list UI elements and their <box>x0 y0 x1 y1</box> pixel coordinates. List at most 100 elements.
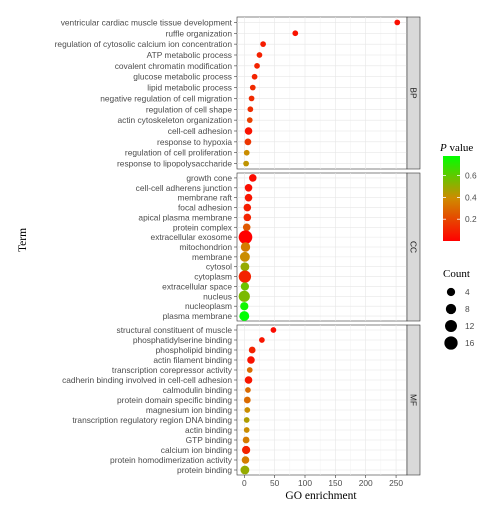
count-legend-title: Count <box>443 268 470 280</box>
term-label: calcium ion binding <box>161 445 233 455</box>
data-point <box>243 149 250 156</box>
count-legend-dot <box>445 303 457 315</box>
data-point <box>240 282 250 291</box>
term-label: actin binding <box>185 425 232 435</box>
panel-background <box>236 16 408 170</box>
data-point <box>243 396 251 404</box>
term-label: calmodulin binding <box>163 385 233 395</box>
x-tick-label: 100 <box>298 478 312 488</box>
term-label: mitochondrion <box>179 242 232 252</box>
term-label: regulation of cell shape <box>146 104 232 114</box>
count-legend-label: 12 <box>465 321 475 331</box>
term-label: actin cytoskeleton organization <box>117 115 232 125</box>
data-point <box>244 127 253 135</box>
panels-layer: BP ventricular cardiac muscle tissue deve… <box>55 16 421 476</box>
data-point <box>247 356 255 364</box>
term-label: plasma membrane <box>163 311 233 321</box>
term-label: transcription regulatory region DNA bind… <box>72 415 232 425</box>
x-axis-title: GO enrichment <box>285 490 357 502</box>
term-label: ruffle organization <box>166 28 233 38</box>
data-point <box>243 427 250 433</box>
data-point <box>244 193 253 202</box>
data-point <box>243 160 249 167</box>
data-point <box>241 456 250 464</box>
data-point <box>242 436 250 444</box>
term-label: GTP binding <box>186 435 233 445</box>
y-axis-title: Term <box>17 228 29 252</box>
term-label: cytoplasm <box>194 272 232 282</box>
data-point <box>239 251 250 262</box>
data-point <box>244 138 252 146</box>
x-axis: 0 50 100 150 200 250 <box>242 475 403 488</box>
data-point <box>238 290 250 302</box>
count-legend-dot <box>446 287 456 297</box>
term-label: response to hypoxia <box>157 137 232 147</box>
term-label: lipid metabolic process <box>147 83 232 93</box>
data-point <box>246 117 253 124</box>
data-point <box>260 41 266 48</box>
count-legend-dot <box>444 336 458 350</box>
count-legend-dot <box>445 320 457 332</box>
term-label: negative regulation of cell migration <box>100 93 232 103</box>
term-label: membrane raft <box>178 193 233 203</box>
x-tick-label: 200 <box>359 478 373 488</box>
data-point <box>245 387 251 393</box>
data-point <box>244 407 251 413</box>
facet-strip-bp <box>406 16 421 170</box>
term-label: cadherin binding involved in cell-cell a… <box>62 375 232 385</box>
data-point <box>394 19 401 26</box>
term-label: magnesium ion binding <box>146 405 232 415</box>
data-point <box>256 52 263 58</box>
term-label: extracellular space <box>162 281 232 291</box>
colorbar-tick-label: 0.2 <box>465 214 477 224</box>
panel-bp: BP ventricular cardiac muscle tissue deve… <box>55 16 421 170</box>
data-point <box>249 84 256 91</box>
term-label: apical plasma membrane <box>138 212 232 222</box>
term-label: regulation of cytosolic calcium ion conc… <box>55 39 233 49</box>
x-tick-label: 0 <box>242 478 247 488</box>
x-tick-label: 250 <box>389 478 403 488</box>
term-label: growth cone <box>186 173 232 183</box>
term-label: protein domain specific binding <box>117 395 232 405</box>
term-label: phospholipid binding <box>156 345 233 355</box>
count-legend-label: 8 <box>465 304 470 314</box>
term-label: structural constituent of muscle <box>117 325 233 335</box>
term-label: membrane <box>192 252 232 262</box>
data-point <box>239 311 250 322</box>
term-label: protein complex <box>173 222 233 232</box>
count-legend-label: 16 <box>465 338 475 348</box>
p-value-colorbar-ticks: 0.2 0.4 0.6 <box>443 171 477 224</box>
term-label: regulation of cell proliferation <box>125 148 232 158</box>
p-value-colorbar <box>443 156 460 241</box>
colorbar-tick-label: 0.4 <box>465 192 477 202</box>
term-label: extracellular exosome <box>151 232 233 242</box>
term-label: actin filament binding <box>153 355 232 365</box>
term-label: phosphatidylserine binding <box>133 335 233 345</box>
data-point <box>292 30 299 37</box>
data-point <box>240 302 249 311</box>
data-point <box>244 376 253 384</box>
data-point <box>251 73 258 80</box>
term-label: ATP metabolic process <box>147 50 232 60</box>
data-point <box>244 184 253 192</box>
facet-strip-cc <box>406 172 421 322</box>
colorbar-tick-label: 0.6 <box>465 171 477 181</box>
x-tick-label: 50 <box>270 478 280 488</box>
data-point <box>238 230 253 244</box>
data-point <box>248 95 255 102</box>
data-point <box>247 106 254 113</box>
count-legend-label: 4 <box>465 287 470 297</box>
term-label: covalent chromatin modification <box>115 61 233 71</box>
x-tick-label: 150 <box>328 478 342 488</box>
facet-strip-mf <box>406 324 421 476</box>
data-point <box>242 223 251 232</box>
data-point <box>243 213 252 222</box>
term-label: cell-cell adherens junction <box>136 183 233 193</box>
data-point <box>240 465 250 475</box>
term-label: nucleoplasm <box>185 301 232 311</box>
facet-strip-label: CC <box>409 241 419 253</box>
data-point <box>243 417 250 423</box>
data-point <box>270 327 277 333</box>
